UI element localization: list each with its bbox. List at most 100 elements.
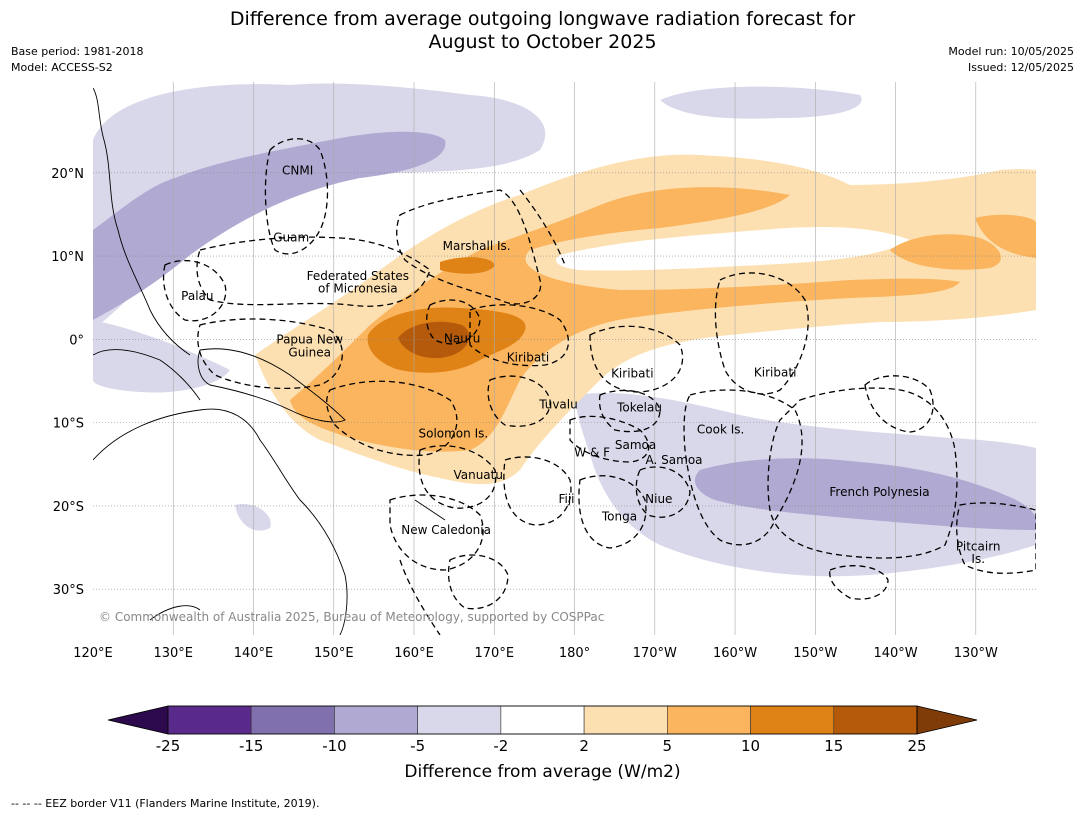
place-label: Tonga bbox=[601, 510, 637, 524]
anomaly-region-pos-white-gap bbox=[556, 227, 910, 271]
coastline-australia bbox=[93, 408, 348, 635]
y-tick-label: 10°N bbox=[51, 250, 84, 265]
colorbar-tick-label: 25 bbox=[907, 737, 926, 755]
eez-cnmi-guam bbox=[264, 138, 329, 255]
meta-right: Model run: 10/05/2025 Issued: 12/05/2025 bbox=[948, 44, 1074, 76]
anomaly-region-neg-coral bbox=[235, 504, 271, 531]
place-label: Niue bbox=[645, 492, 672, 506]
colorbar-tick-label: -10 bbox=[322, 737, 347, 755]
eez-palau bbox=[162, 259, 227, 322]
x-tick-label: 130°E bbox=[153, 646, 193, 661]
coastline-borneo bbox=[93, 349, 201, 401]
place-label: Federated States bbox=[307, 269, 409, 283]
colorbar-tick-label: -2 bbox=[493, 737, 508, 755]
eez-vanuatu bbox=[418, 445, 497, 509]
eez-marshall-east bbox=[519, 189, 566, 266]
y-tick-label: 20°N bbox=[51, 167, 84, 182]
y-tick-label: 30°S bbox=[53, 583, 84, 598]
x-tick-label: 170°E bbox=[475, 646, 515, 661]
colorbar-segment bbox=[667, 705, 751, 735]
eez-kermadec bbox=[829, 565, 889, 600]
colorbar-segment bbox=[167, 705, 252, 735]
base-period-label: Base period: 1981-2018 bbox=[11, 45, 144, 58]
place-label: Tuvalu bbox=[538, 397, 578, 411]
x-tick-label: 160°W bbox=[713, 646, 757, 661]
colorbar-segment bbox=[833, 705, 918, 735]
anomaly-region-pos-mid bbox=[290, 187, 960, 452]
place-label: Tokelau bbox=[616, 401, 662, 415]
eez-borders bbox=[162, 138, 1036, 635]
place-label: Solomon Is. bbox=[418, 426, 488, 440]
anomaly-region-neg-north-inner bbox=[93, 131, 446, 320]
issued-label: Issued: 12/05/2025 bbox=[967, 61, 1074, 74]
place-label: Kiribati bbox=[507, 351, 549, 365]
colorbar-tick-label: 15 bbox=[824, 737, 843, 755]
place-label: Pitcairn bbox=[956, 540, 1001, 554]
forecast-map: 120°E 130°E 140°E 150°E 160°E 170°E 180° 170°W 1… bbox=[51, 82, 1036, 755]
place-label: Guinea bbox=[288, 346, 331, 360]
place-label: Kiribati bbox=[754, 366, 796, 380]
model-run-label: Model run: 10/05/2025 bbox=[948, 45, 1074, 58]
footer-eez-note: -- -- -- EEZ border V11 (Flanders Marine… bbox=[11, 797, 320, 810]
colorbar-segment bbox=[417, 705, 502, 735]
anomaly-region-pos-mid-east bbox=[890, 234, 1001, 270]
colorbar-segment bbox=[250, 705, 335, 735]
anomaly-region-pos-strong-north bbox=[440, 257, 495, 274]
colorbar-segment bbox=[750, 705, 835, 735]
place-label: A. Samoa bbox=[646, 453, 703, 467]
chart-title-line1: Difference from average outgoing longwav… bbox=[229, 8, 856, 30]
copyright-text: © Commonwealth of Australia 2025, Bureau… bbox=[99, 610, 604, 624]
x-tick-label: 120°E bbox=[73, 646, 113, 661]
place-label: Marshall Is. bbox=[443, 239, 511, 253]
x-tick-label: 140°E bbox=[234, 646, 274, 661]
y-axis-ticks: 20°N 10°N 0° 10°S 20°S 30°S bbox=[51, 167, 84, 598]
colorbar-segment bbox=[334, 705, 418, 735]
colorbar-title: Difference from average (W/m2) bbox=[404, 762, 681, 782]
place-label: Nauru bbox=[444, 332, 480, 346]
coastline-new-guinea bbox=[197, 348, 346, 423]
eez-fp-north bbox=[864, 375, 934, 433]
place-label: Fiji bbox=[558, 492, 574, 506]
x-tick-label: 150°E bbox=[314, 646, 354, 661]
place-label: French Polynesia bbox=[829, 485, 929, 499]
gridlines bbox=[93, 82, 1036, 635]
anomaly-region-neg-northeast bbox=[660, 86, 862, 119]
eez-kiribati-west bbox=[469, 304, 569, 367]
place-label: of Micronesia bbox=[318, 282, 398, 296]
x-tick-label: 160°E bbox=[394, 646, 434, 661]
meta-left: Base period: 1981-2018 Model: ACCESS-S2 bbox=[11, 44, 143, 76]
place-label: W & F bbox=[574, 446, 610, 460]
x-tick-label: 170°W bbox=[633, 646, 677, 661]
model-label: Model: ACCESS-S2 bbox=[11, 61, 113, 74]
colorbar-tick-label: 2 bbox=[579, 737, 589, 755]
x-tick-label: 140°W bbox=[873, 646, 917, 661]
x-tick-label: 130°W bbox=[954, 646, 998, 661]
colorbar: -25 -15 -10 -5 -2 2 5 10 15 25 bbox=[107, 705, 978, 755]
eez-fsm bbox=[196, 236, 431, 307]
eez-new-caledonia bbox=[389, 494, 484, 571]
x-tick-label: 150°W bbox=[793, 646, 837, 661]
anomaly-region-neg-south-inner bbox=[695, 458, 1036, 530]
coastline-new-caledonia bbox=[414, 499, 446, 521]
place-label: Cook Is. bbox=[697, 422, 744, 436]
colorbar-segment bbox=[583, 705, 668, 735]
x-tick-label: 180° bbox=[559, 646, 590, 661]
eez-niue bbox=[635, 466, 691, 518]
coastline-philippines bbox=[93, 87, 191, 356]
colorbar-tick-label: -15 bbox=[239, 737, 264, 755]
colorbar-segment bbox=[500, 705, 585, 735]
y-tick-label: 0° bbox=[69, 333, 84, 348]
place-label: Samoa bbox=[615, 438, 656, 452]
place-label: Is. bbox=[971, 552, 985, 566]
place-label: Kiribati bbox=[611, 366, 653, 380]
anomaly-region-neg-bay bbox=[93, 320, 230, 393]
anomaly-region-pos-mid-far-east bbox=[975, 214, 1036, 258]
anomaly-field bbox=[93, 83, 1036, 577]
place-label: Vanuatu bbox=[453, 468, 503, 482]
eez-nauru bbox=[426, 299, 481, 345]
eez-solomon bbox=[326, 380, 458, 457]
coastline-south-island bbox=[149, 605, 201, 621]
place-label: Papua New bbox=[276, 332, 343, 346]
eez-tokelau bbox=[598, 389, 661, 433]
